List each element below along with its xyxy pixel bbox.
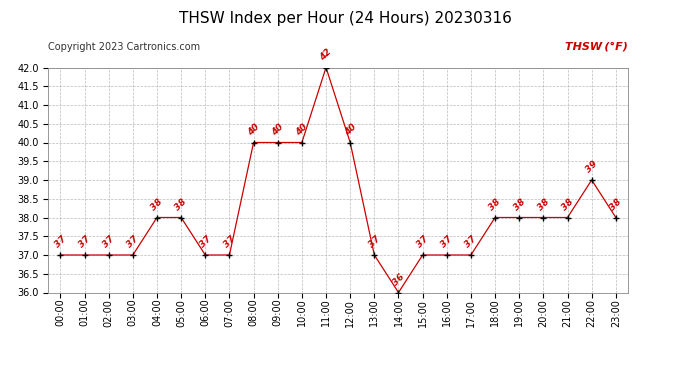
Text: 37: 37: [52, 234, 68, 249]
Text: 40: 40: [294, 122, 310, 137]
Text: 37: 37: [415, 234, 431, 249]
Text: 37: 37: [366, 234, 382, 249]
Text: 38: 38: [560, 197, 575, 212]
Text: 38: 38: [173, 197, 189, 212]
Text: 37: 37: [197, 234, 213, 249]
Text: 42: 42: [318, 47, 334, 62]
Text: Copyright 2023 Cartronics.com: Copyright 2023 Cartronics.com: [48, 42, 200, 52]
Text: 40: 40: [342, 122, 358, 137]
Text: 38: 38: [511, 197, 527, 212]
Text: 37: 37: [125, 234, 141, 249]
Text: 40: 40: [246, 122, 262, 137]
Text: 38: 38: [487, 197, 503, 212]
Text: 37: 37: [463, 234, 479, 249]
Text: 38: 38: [535, 197, 551, 212]
Text: 38: 38: [608, 197, 624, 212]
Text: THSW Index per Hour (24 Hours) 20230316: THSW Index per Hour (24 Hours) 20230316: [179, 11, 511, 26]
Text: 37: 37: [221, 234, 237, 249]
Text: 38: 38: [149, 197, 165, 212]
Text: THSW (°F): THSW (°F): [565, 42, 628, 52]
Text: 40: 40: [270, 122, 286, 137]
Text: 37: 37: [439, 234, 455, 249]
Text: 37: 37: [101, 234, 117, 249]
Text: 39: 39: [584, 159, 600, 174]
Text: 37: 37: [77, 234, 92, 249]
Text: 36: 36: [391, 272, 406, 287]
